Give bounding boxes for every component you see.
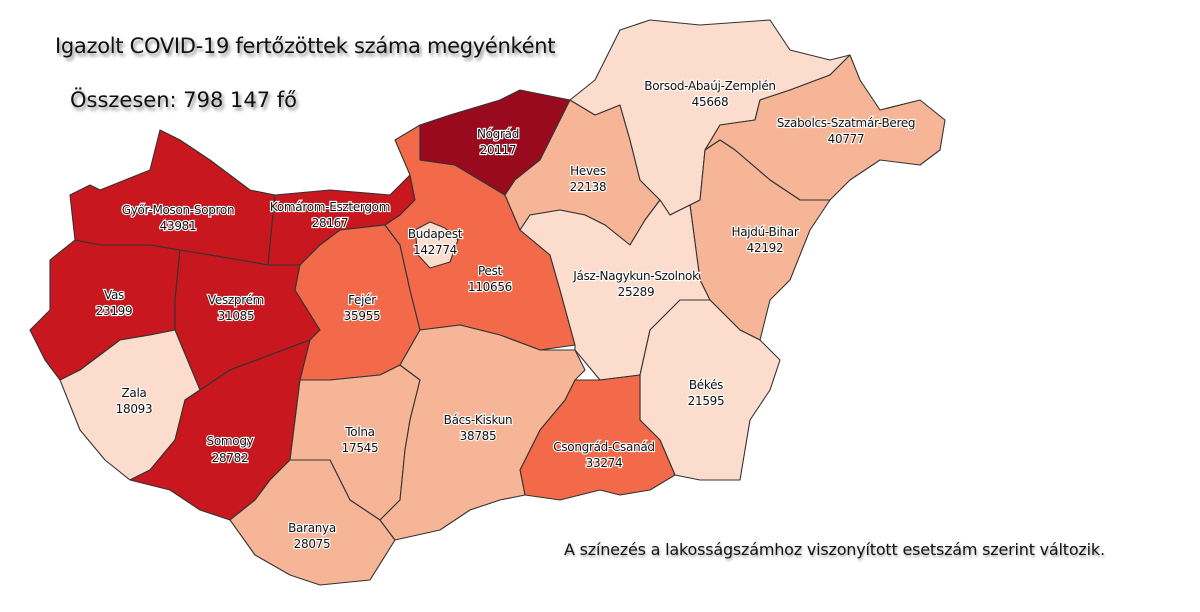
- county-value: 142774: [413, 243, 457, 257]
- county-value: 28167: [312, 216, 349, 230]
- county-name: Veszprém: [208, 293, 264, 307]
- county-jasz[interactable]: [519, 199, 711, 381]
- county-name: Jász-Nagykun-Szolnok: [572, 269, 699, 283]
- county-value: 25289: [618, 285, 655, 299]
- county-name: Pest: [478, 264, 503, 278]
- county-value: 23199: [96, 304, 133, 318]
- county-name: Bács-Kiskun: [444, 413, 513, 427]
- county-value: 28782: [212, 451, 249, 465]
- county-name: Hajdú-Bihar: [732, 225, 799, 239]
- county-name: Budapest: [408, 227, 463, 241]
- county-value: 110656: [468, 280, 512, 294]
- county-value: 31085: [218, 309, 255, 323]
- county-name: Nógrád: [477, 127, 519, 141]
- coloring-note: A színezés a lakosságszámhoz viszonyítot…: [564, 540, 1105, 559]
- county-name: Somogy: [207, 434, 254, 448]
- total-cases: Összesen: 798 147 fő: [70, 88, 298, 112]
- county-value: 33274: [586, 456, 623, 470]
- county-name: Szabolcs-Szatmár-Bereg: [777, 116, 916, 130]
- county-value: 45668: [692, 95, 729, 109]
- county-name: Komárom-Esztergom: [270, 200, 390, 214]
- county-baranya[interactable]: [229, 459, 396, 586]
- county-value: 43981: [160, 219, 197, 233]
- county-value: 38785: [460, 429, 497, 443]
- county-name: Békés: [689, 378, 723, 392]
- county-name: Csongrád-Csanád: [553, 440, 655, 454]
- county-value: 40777: [828, 132, 865, 146]
- county-name: Borsod-Abaúj-Zemplén: [644, 79, 775, 93]
- county-value: 42192: [747, 241, 784, 255]
- county-name: Tolna: [344, 425, 374, 439]
- county-budapest[interactable]: [414, 221, 459, 269]
- county-name: Győr-Moson-Sopron: [122, 203, 235, 217]
- county-bacs[interactable]: [379, 324, 586, 541]
- county-name: Baranya: [288, 521, 336, 535]
- county-name: Vas: [104, 288, 124, 302]
- county-name: Fejér: [348, 293, 376, 307]
- map-title: Igazolt COVID-19 fertőzöttek száma megyé…: [55, 34, 556, 58]
- county-value: 35955: [344, 309, 381, 323]
- county-value: 28075: [294, 537, 331, 551]
- county-value: 22138: [570, 180, 607, 194]
- county-value: 20117: [480, 143, 517, 157]
- county-name: Heves: [570, 164, 606, 178]
- county-value: 21595: [688, 394, 725, 408]
- county-name: Zala: [121, 386, 146, 400]
- county-labels: Győr-Moson-Sopron 43981 Komárom-Esztergo…: [95, 78, 917, 552]
- county-value: 17545: [342, 441, 379, 455]
- county-value: 18093: [116, 402, 153, 416]
- county-bekes[interactable]: [639, 299, 781, 481]
